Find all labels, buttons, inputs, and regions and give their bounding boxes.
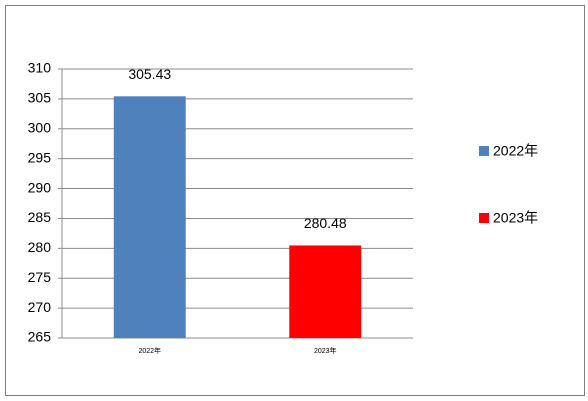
bar [289,245,362,338]
data-label: 305.43 [128,66,171,82]
y-tick-label: 305 [28,90,52,106]
x-tick-label: 2022年 [138,346,161,355]
y-tick-label: 280 [28,239,52,255]
y-tick-label: 300 [28,119,52,135]
bar [113,96,186,338]
chart-border [5,5,585,396]
x-tick-label: 2023年 [314,346,337,355]
legend-swatch [479,146,489,156]
data-label: 280.48 [304,215,347,231]
y-tick-label: 310 [28,60,52,76]
y-tick-label: 285 [28,209,52,225]
legend-label: 2023年 [493,210,538,226]
y-tick-label: 295 [28,149,52,165]
y-tick-label: 270 [28,299,52,315]
legend-swatch [479,213,489,223]
y-tick-label: 275 [28,269,52,285]
legend-label: 2022年 [493,143,538,159]
y-tick-label: 290 [28,179,52,195]
y-tick-label: 265 [28,329,52,345]
